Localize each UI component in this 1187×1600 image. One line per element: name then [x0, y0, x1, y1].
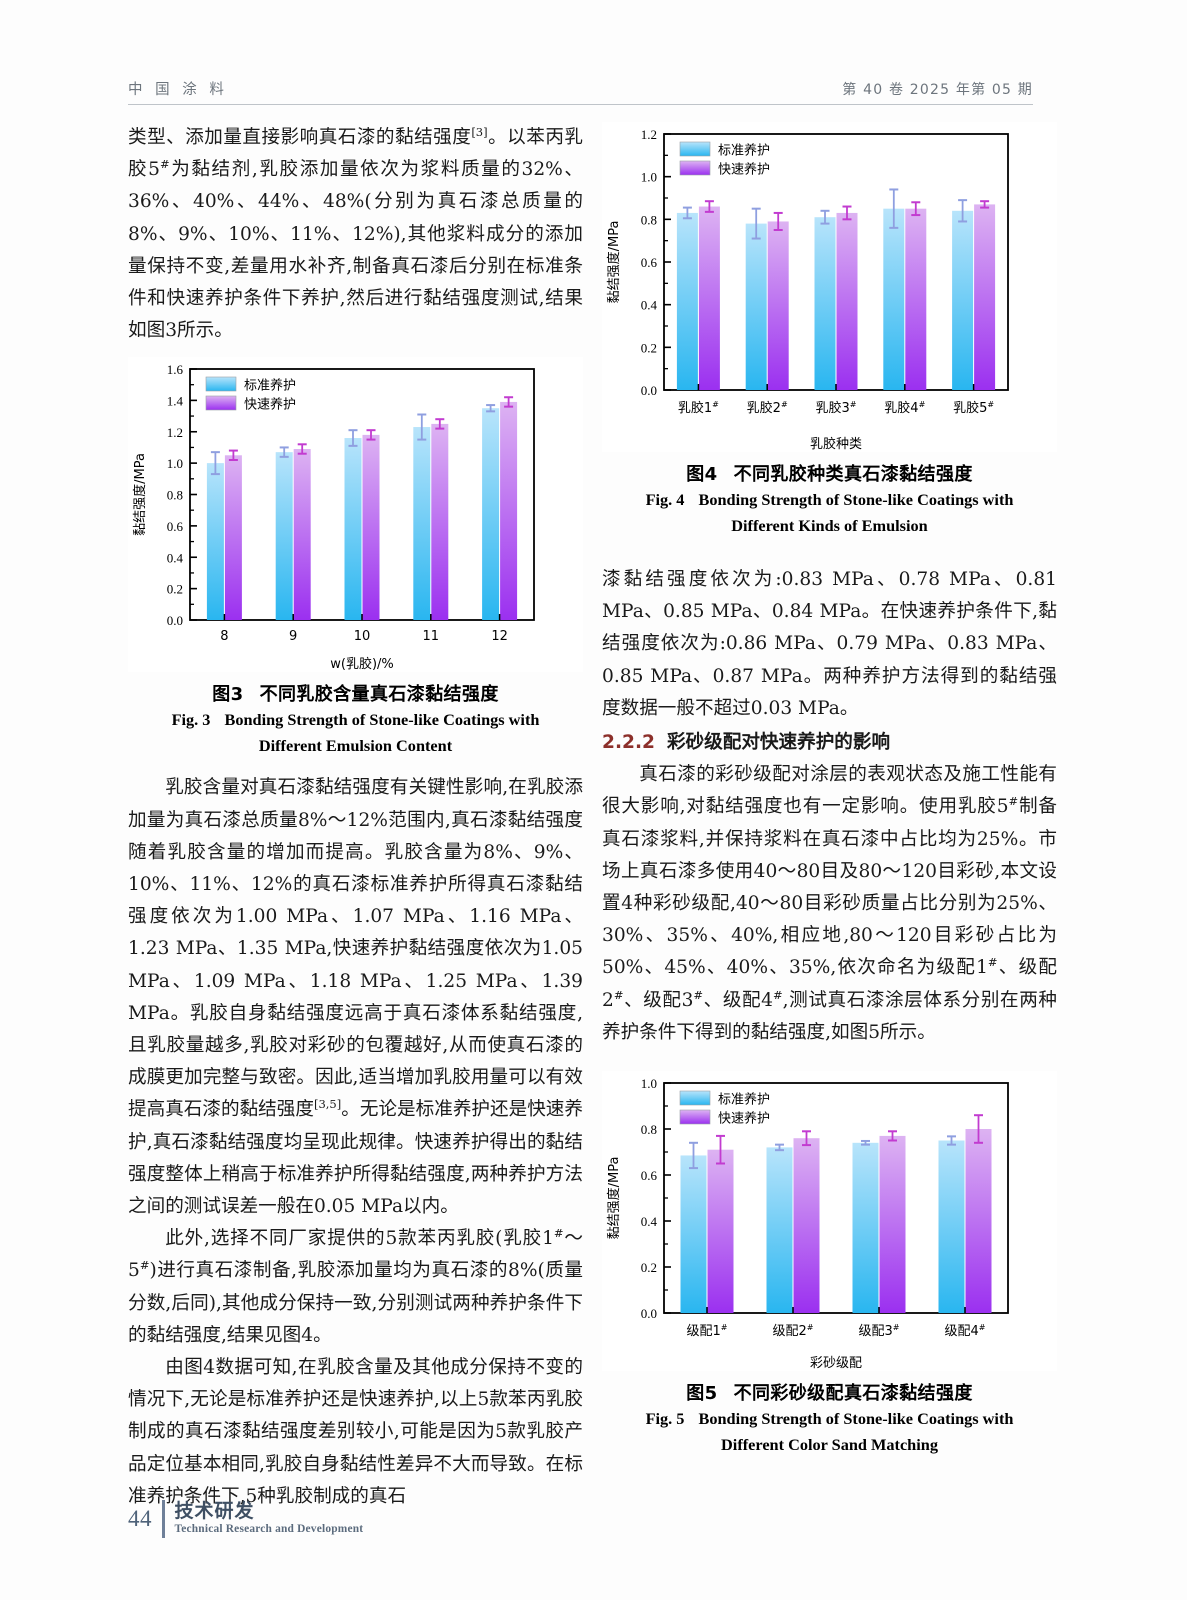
figure-3-title-en-2: Different Emulsion Content	[258, 736, 453, 756]
figure-4-title-en-2: Different Kinds of Emulsion	[731, 516, 928, 535]
svg-text:0.2: 0.2	[641, 1260, 657, 1275]
svg-text:乳胶2#: 乳胶2#	[747, 400, 788, 416]
section-number: 2.2.2	[602, 732, 655, 754]
svg-text:黏结强度/MPa: 黏结强度/MPa	[606, 1157, 622, 1240]
svg-text:级配4#: 级配4#	[944, 1323, 985, 1339]
figure-3: 0.0 0.2 0.4 0.6 0.8 1.0 1.2 1.4 1.6 8 9 10 11 12 w(乳胶)…	[128, 357, 583, 758]
svg-text:级配1#: 级配1#	[686, 1323, 727, 1339]
svg-text:0.4: 0.4	[167, 551, 184, 566]
svg-text:0.6: 0.6	[641, 1168, 658, 1183]
svg-text:1.0: 1.0	[641, 170, 657, 185]
svg-text:0.0: 0.0	[641, 383, 657, 398]
svg-text:w(乳胶)/%: w(乳胶)/%	[330, 656, 394, 672]
svg-text:快速养护: 快速养护	[718, 1111, 770, 1127]
svg-text:11: 11	[423, 629, 440, 644]
svg-text:1.0: 1.0	[641, 1076, 657, 1091]
svg-text:0.8: 0.8	[641, 1122, 657, 1137]
paragraph-left-1: 类型、添加量直接影响真石漆的黏结强度[3]。以苯丙乳胶5#为黏结剂,乳胶添加量依…	[128, 124, 583, 342]
svg-text:0.2: 0.2	[167, 582, 183, 597]
figure-3-label-cn: 图3	[212, 684, 244, 706]
svg-text:黏结强度/MPa: 黏结强度/MPa	[132, 454, 148, 537]
section-title: 彩砂级配对快速养护的影响	[666, 732, 891, 754]
svg-text:8: 8	[220, 629, 228, 644]
svg-text:10: 10	[354, 629, 371, 644]
figure-4-label-cn: 图4	[686, 464, 718, 485]
footer-section-cn: 技术研发	[174, 1500, 255, 1523]
svg-text:0.8: 0.8	[641, 212, 657, 227]
svg-text:0.8: 0.8	[167, 488, 183, 503]
figure-4: 0.0 0.2 0.4 0.6 0.8 1.0 1.2 乳胶1# 乳胶2# 乳胶3# 乳胶4# 乳胶5…	[602, 122, 1057, 538]
figure-4-label-en: Fig. 4	[645, 490, 685, 509]
svg-text:1.6: 1.6	[167, 362, 184, 377]
figure-3-label-en: Fig. 3	[171, 710, 211, 730]
footer-section-en: Technical Research and Development	[174, 1522, 364, 1535]
svg-text:0.6: 0.6	[167, 519, 184, 534]
svg-text:级配2#: 级配2#	[772, 1323, 813, 1339]
figure-3-caption: 图3 不同乳胶含量真石漆黏结强度 Fig. 3 Bonding Strength o…	[128, 680, 583, 758]
svg-text:9: 9	[289, 629, 297, 644]
svg-text:乳胶3#: 乳胶3#	[815, 400, 856, 416]
svg-text:0.0: 0.0	[641, 1306, 657, 1321]
page-header: 中 国 涂 料 第 40 卷 2025 年第 05 期	[128, 78, 1033, 105]
page-number: 44	[128, 1506, 152, 1531]
svg-text:黏结强度/MPa: 黏结强度/MPa	[606, 221, 622, 304]
figure-5-title-cn: 不同彩砂级配真石漆黏结强度	[733, 1383, 973, 1405]
chart-fig3: 0.0 0.2 0.4 0.6 0.8 1.0 1.2 1.4 1.6 8 9 10 11 12 w(乳胶)…	[128, 357, 583, 673]
chart-fig4: 0.0 0.2 0.4 0.6 0.8 1.0 1.2 乳胶1# 乳胶2# 乳胶3# 乳胶4# 乳胶5…	[602, 122, 1057, 452]
svg-text:标准养护: 标准养护	[244, 378, 296, 394]
svg-text:0.6: 0.6	[641, 255, 658, 270]
figure-5-label-cn: 图5	[686, 1383, 718, 1405]
paragraph-right-2: 真石漆的彩砂级配对涂层的表观状态及施工性能有很大影响,对黏结强度也有一定影响。使…	[602, 764, 1057, 1043]
figure-5-title-en-2: Different Color Sand Matching	[721, 1435, 938, 1455]
svg-text:0.4: 0.4	[641, 298, 658, 313]
svg-text:12: 12	[491, 629, 508, 644]
svg-text:0.2: 0.2	[641, 340, 657, 355]
issue-info: 第 40 卷 2025 年第 05 期	[842, 82, 1033, 98]
svg-text:标准养护: 标准养护	[718, 1092, 770, 1108]
svg-text:0.0: 0.0	[167, 613, 183, 628]
svg-text:级配3#: 级配3#	[858, 1323, 899, 1339]
svg-text:快速养护: 快速养护	[718, 162, 770, 178]
figure-3-title-cn: 不同乳胶含量真石漆黏结强度	[259, 684, 499, 706]
paragraph-right-1: 漆黏结强度依次为:0.83 MPa、0.78 MPa、0.81 MPa、0.85…	[602, 569, 1057, 719]
figure-4-title-en-1: Bonding Strength of Stone-like Coatings …	[698, 490, 1014, 509]
svg-text:1.4: 1.4	[167, 394, 184, 409]
figure-4-title-cn: 不同乳胶种类真石漆黏结强度	[733, 464, 973, 485]
svg-text:乳胶5#: 乳胶5#	[953, 400, 994, 416]
figure-4-caption: 图4 不同乳胶种类真石漆黏结强度 Fig. 4 Bonding Strength o…	[602, 460, 1057, 538]
figure-5-label-en: Fig. 5	[645, 1409, 685, 1429]
paragraph-left-4: 由图4数据可知,在乳胶含量及其他成分保持不变的情况下,无论是标准养护还是快速养护…	[128, 1357, 583, 1507]
svg-text:快速养护: 快速养护	[244, 397, 296, 413]
figure-5: 0.0 0.2 0.4 0.6 0.8 1.0 级配1# 级配2# 级配3# 级配4# 彩砂级配 黏结…	[602, 1071, 1057, 1457]
svg-text:乳胶1#: 乳胶1#	[678, 400, 719, 416]
page-footer: 44 技术研发 Technical Research and Developme…	[128, 1500, 363, 1538]
journal-name: 中 国 涂 料	[128, 82, 228, 98]
paragraph-left-2: 乳胶含量对真石漆黏结强度有关键性影响,在乳胶添加量为真石漆总质量8%～12%范围…	[128, 777, 583, 1218]
svg-text:1.2: 1.2	[167, 425, 183, 440]
svg-text:0.4: 0.4	[641, 1214, 658, 1229]
svg-text:彩砂级配: 彩砂级配	[810, 1356, 862, 1371]
svg-text:乳胶4#: 乳胶4#	[884, 400, 925, 416]
figure-5-caption: 图5 不同彩砂级配真石漆黏结强度 Fig. 5 Bonding Strength o…	[602, 1379, 1057, 1457]
figure-3-title-en-1: Bonding Strength of Stone-like Coatings …	[224, 710, 540, 730]
svg-text:1.0: 1.0	[167, 457, 183, 472]
figure-5-title-en-1: Bonding Strength of Stone-like Coatings …	[698, 1409, 1014, 1429]
footer-divider	[162, 1500, 165, 1538]
section-heading-222: 2.2.2 彩砂级配对快速养护的影响	[602, 727, 1057, 759]
svg-text:1.2: 1.2	[641, 127, 657, 142]
paragraph-left-3: 此外,选择不同厂家提供的5款苯丙乳胶(乳胶1#～5#)进行真石漆制备,乳胶添加量…	[128, 1226, 583, 1346]
chart-fig5: 0.0 0.2 0.4 0.6 0.8 1.0 级配1# 级配2# 级配3# 级配4# 彩砂级配 黏结…	[602, 1071, 1057, 1372]
right-column: 0.0 0.2 0.4 0.6 0.8 1.0 1.2 乳胶1# 乳胶2# 乳胶3# 乳胶4# 乳胶5…	[602, 122, 1057, 1457]
svg-text:乳胶种类: 乳胶种类	[810, 436, 862, 452]
svg-text:标准养护: 标准养护	[718, 143, 770, 159]
left-column: 类型、添加量直接影响真石漆的黏结强度[3]。以苯丙乳胶5#为黏结剂,乳胶添加量依…	[128, 122, 583, 1513]
